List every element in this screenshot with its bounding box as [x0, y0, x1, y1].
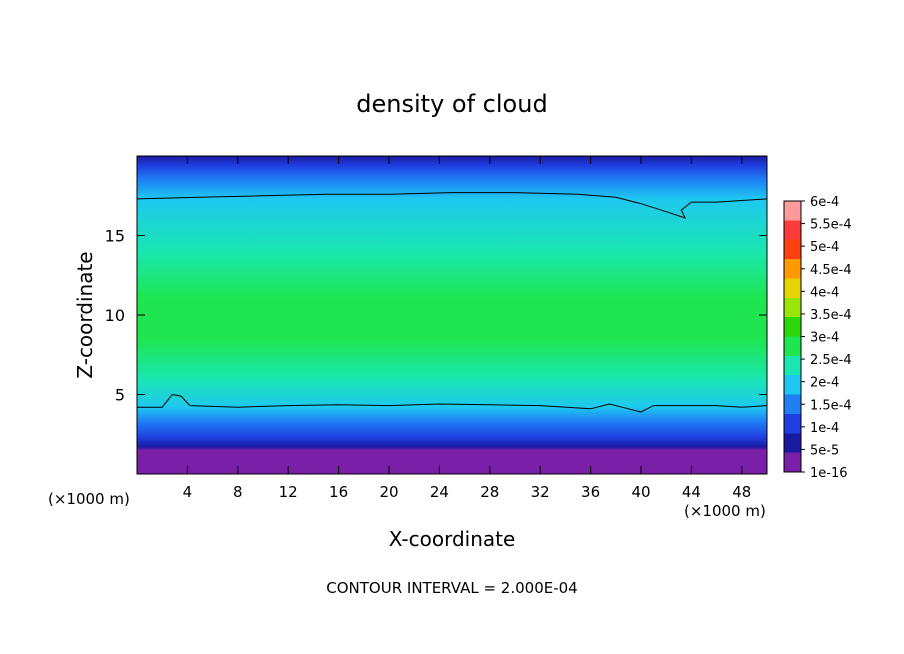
- x-tick-label: 12: [279, 483, 298, 501]
- x-tick-label: 4: [183, 483, 193, 501]
- colorbar-label: 4.5e-4: [810, 263, 852, 278]
- colorbar-label: 2e-4: [810, 376, 839, 391]
- density-field: [137, 156, 767, 474]
- x-tick-label: 20: [379, 483, 398, 501]
- chart-title: density of cloud: [356, 90, 547, 118]
- colorbar-gradient: [783, 200, 802, 473]
- colorbar-label: 3e-4: [810, 331, 839, 346]
- y-tick-label: 15: [105, 227, 125, 246]
- contour-interval-note: CONTOUR INTERVAL = 2.000E-04: [326, 579, 577, 597]
- x-axis-ticks: 4 8 12 16 20 24 28 32 36 40 44 48: [183, 156, 751, 501]
- colorbar-label: 2.5e-4: [810, 353, 852, 368]
- x-tick-label: 48: [732, 483, 751, 501]
- y-axis-label: Z-coordinate: [73, 251, 97, 378]
- colorbar-label: 1e-16: [810, 466, 848, 481]
- colorbar-label: 5e-5: [810, 443, 839, 458]
- colorbar-label: 4e-4: [810, 285, 839, 300]
- y-axis-ticks: 5 10 15: [105, 227, 767, 405]
- y-tick-label: 10: [105, 306, 125, 325]
- x-tick-label: 36: [581, 483, 600, 501]
- contour-line-1: [137, 393, 767, 413]
- colorbar-label: 6e-4: [810, 195, 839, 210]
- x-tick-label: 24: [430, 483, 449, 501]
- x-unit-right: (×1000 m): [684, 502, 766, 520]
- x-tick-label: 28: [480, 483, 499, 501]
- colorbar-label: 5e-4: [810, 240, 839, 255]
- contour-lines: [137, 192, 767, 413]
- colorbar-label: 3.5e-4: [810, 308, 852, 323]
- x-tick-label: 44: [682, 483, 701, 501]
- x-tick-label: 40: [631, 483, 650, 501]
- contour-line-0: [137, 192, 767, 219]
- colorbar-label: 5.5e-4: [810, 218, 852, 233]
- colorbar: 1e-16 5e-5 1e-4 1.5e-4 2e-4 2.5e-4 3e-4 3.5e-4 4…: [783, 195, 852, 481]
- x-axis-label: X-coordinate: [389, 527, 516, 551]
- x-tick-label: 16: [329, 483, 348, 501]
- x-tick-label: 8: [233, 483, 243, 501]
- x-tick-label: 32: [531, 483, 550, 501]
- colorbar-labels: 1e-16 5e-5 1e-4 1.5e-4 2e-4 2.5e-4 3e-4 3.5e-4 4…: [801, 195, 852, 481]
- colorbar-label: 1.5e-4: [810, 398, 852, 413]
- y-tick-label: 5: [115, 386, 125, 405]
- colorbar-label: 1e-4: [810, 421, 839, 436]
- plot-area: [136, 155, 768, 475]
- x-unit-left: (×1000 m): [48, 490, 130, 508]
